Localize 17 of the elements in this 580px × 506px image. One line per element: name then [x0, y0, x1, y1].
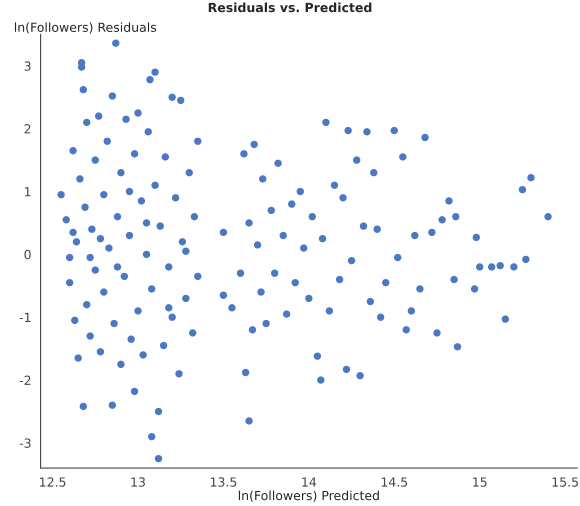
x-tick-label: 12.5 [40, 477, 66, 487]
y-tick-label: 1 [24, 187, 30, 196]
x-tick-label: 13 [131, 477, 145, 487]
y-tick-label: -1 [20, 312, 30, 322]
chart-title: Residuals vs. Predicted [208, 2, 372, 12]
x-tick-label: 14.5 [382, 477, 408, 487]
x-tick-label: 13.5 [210, 477, 236, 487]
x-axis-title: ln(Followers) Predicted [238, 490, 379, 502]
y-tick-label: 0 [24, 250, 31, 260]
y-tick-label: 3 [24, 61, 31, 71]
y-axis-title: ln(Followers) Residuals [14, 22, 156, 34]
x-tick-label: 15.5 [552, 477, 578, 487]
x-tick-label: 14 [302, 477, 316, 487]
y-tick-label: 2 [24, 124, 30, 134]
y-tick-label: -2 [20, 376, 30, 385]
x-tick-label: 15 [473, 477, 487, 487]
y-tick-label: -3 [20, 438, 31, 448]
